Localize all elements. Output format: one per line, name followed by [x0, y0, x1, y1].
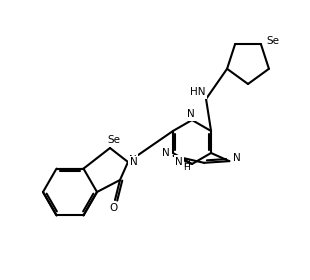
Text: N: N: [188, 110, 196, 120]
Text: H: H: [183, 160, 190, 169]
Text: Se: Se: [108, 135, 121, 145]
Text: N: N: [233, 153, 241, 163]
Text: N: N: [162, 148, 170, 158]
Text: N: N: [162, 147, 170, 157]
Text: N: N: [175, 156, 183, 166]
Text: Se: Se: [108, 135, 121, 145]
Text: N: N: [129, 155, 137, 165]
Text: HN: HN: [190, 88, 206, 98]
Text: O: O: [109, 203, 117, 213]
Text: Se: Se: [266, 36, 279, 46]
Text: H: H: [183, 163, 190, 172]
Text: O: O: [109, 203, 117, 213]
Text: Se: Se: [266, 36, 279, 46]
Text: HN: HN: [190, 87, 206, 97]
Text: N: N: [232, 154, 240, 164]
Text: N: N: [187, 109, 195, 119]
Text: N: N: [175, 157, 183, 167]
Text: N: N: [130, 157, 138, 167]
Text: N: N: [162, 147, 170, 157]
